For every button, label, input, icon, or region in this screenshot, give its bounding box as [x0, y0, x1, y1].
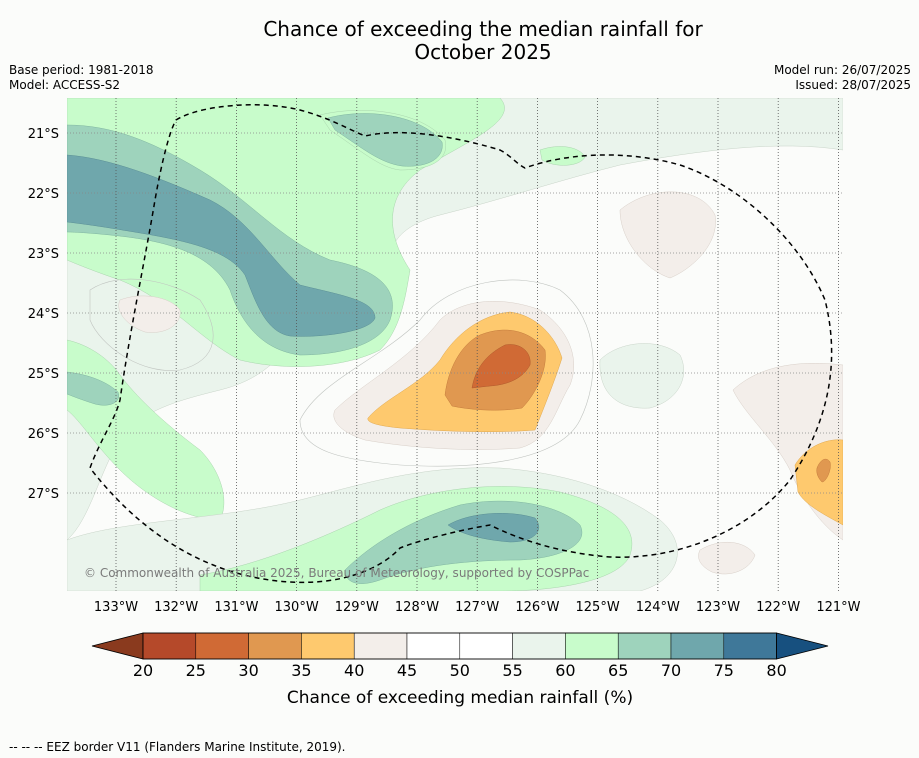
title-line-1: Chance of exceeding the median rainfall … [263, 17, 703, 41]
colorbar-cell [565, 632, 619, 660]
lon-label: 121°W [816, 600, 860, 615]
colorbar-tick: 60 [555, 661, 575, 680]
lon-label: 122°W [756, 600, 800, 615]
colorbar-cell [301, 632, 355, 660]
gridlines [67, 98, 843, 591]
colorbar-tick: 25 [186, 661, 206, 680]
colorbar-tick: 35 [291, 661, 311, 680]
lon-label: 130°W [275, 600, 319, 615]
lon-label: 131°W [214, 600, 258, 615]
contour-30-35-east [816, 458, 831, 483]
model-run: Model run: 26/07/2025 [773, 63, 911, 77]
meta-right: Model run: 26/07/2025 Issued: 28/07/2025 [774, 63, 911, 93]
colorbar-cell [670, 632, 725, 660]
lon-label: 129°W [335, 600, 379, 615]
colorbar-tick: 45 [397, 661, 417, 680]
contour-line-50 [89, 278, 214, 371]
longitude-labels: 133°W 132°W 131°W 130°W 129°W 128°W 127°W 126°W… [94, 600, 861, 615]
lat-label: 21°S [28, 127, 59, 142]
eez-border [89, 104, 833, 584]
colorbar-cell [406, 632, 461, 660]
colorbar: 20 25 30 35 40 45 50 55 60 65 70 75 80 Chance of exc… [91, 632, 829, 708]
lat-label: 22°S [28, 187, 59, 202]
contour-25-30-central [471, 344, 531, 389]
lat-label: 23°S [28, 247, 59, 262]
issued-date: Issued: 28/07/2025 [795, 78, 911, 92]
colorbar-cell [195, 632, 249, 660]
colorbar-cell [248, 632, 302, 660]
colorbar-cell [723, 632, 777, 660]
colorbar-tick: 20 [133, 661, 153, 680]
contour-40-45-west [118, 295, 181, 333]
eez-footer-note: -- -- -- EEZ border V11 (Flanders Marine… [9, 740, 346, 754]
lon-label: 128°W [395, 600, 439, 615]
contour-65-70-ne [327, 113, 443, 167]
model-name: Model: ACCESS-S2 [9, 78, 121, 92]
map-title: Chance of exceeding the median rainfall … [0, 18, 919, 64]
contour-60-65-small [539, 146, 586, 166]
lat-label: 25°S [28, 367, 59, 382]
lon-label: 125°W [576, 600, 620, 615]
colorbar-tick: 65 [608, 661, 628, 680]
colorbar-tick: 55 [502, 661, 522, 680]
lon-label: 123°W [696, 600, 740, 615]
base-period: Base period: 1981-2018 [9, 63, 154, 77]
map-area: © Commonwealth of Australia 2025, Bureau… [67, 98, 843, 591]
colorbar-cell [617, 632, 672, 660]
lat-label: 24°S [28, 307, 59, 322]
contour-40-45-ne [619, 191, 716, 279]
colorbar-tick: 30 [238, 661, 258, 680]
lon-label: 126°W [515, 600, 559, 615]
contour-line-55 [299, 279, 594, 467]
colorbar-label: Chance of exceeding median rainfall (%) [287, 688, 633, 708]
colorbar-tick: 80 [766, 661, 786, 680]
lat-label: 27°S [28, 487, 59, 502]
colorbar-arrow-high [776, 632, 829, 660]
contour-70-75-north [67, 154, 376, 337]
contour-40-45-se [698, 541, 756, 575]
lon-label: 124°W [636, 600, 680, 615]
colorbar-tick: 40 [344, 661, 364, 680]
colorbar-arrow-low [91, 632, 144, 660]
contour-70-75-south [447, 513, 540, 543]
colorbar-cell [142, 632, 197, 660]
meta-left: Base period: 1981-2018 Model: ACCESS-S2 [9, 63, 154, 93]
contour-55-60-east [599, 343, 684, 409]
colorbar-tick: 70 [661, 661, 681, 680]
colorbar-cell [459, 632, 513, 660]
lat-label: 26°S [28, 427, 59, 442]
title-line-2: October 2025 [414, 40, 552, 64]
copyright-text: © Commonwealth of Australia 2025, Bureau… [84, 566, 589, 580]
colorbar-tick: 75 [714, 661, 734, 680]
lon-label: 133°W [94, 600, 138, 615]
latitude-labels: 21°S 22°S 23°S 24°S 25°S 26°S 27°S [28, 127, 59, 502]
lon-label: 132°W [154, 600, 198, 615]
contour-35-40-east [794, 439, 843, 526]
colorbar-tick: 50 [450, 661, 470, 680]
colorbar-cell [512, 632, 566, 660]
lon-label: 127°W [455, 600, 499, 615]
contour-65-70-west [67, 371, 120, 406]
colorbar-cell [353, 632, 408, 660]
